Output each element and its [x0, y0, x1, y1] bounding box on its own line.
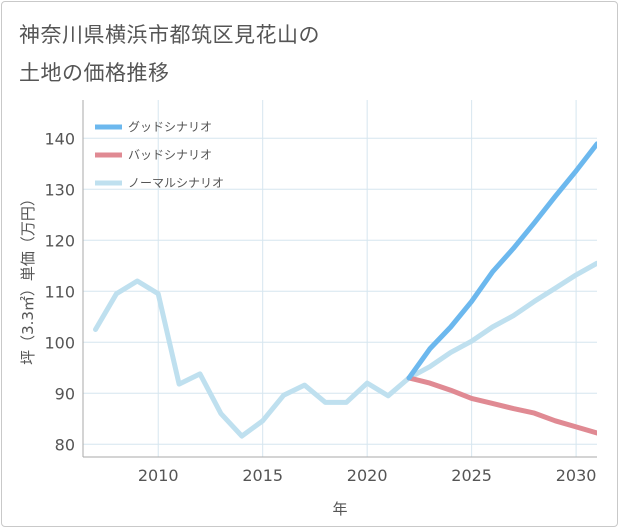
y-axis-title: 坪（3.3㎡）単価（万円）: [19, 191, 37, 365]
x-tick-labels: 2010 2015 2020 2025 2030: [138, 466, 597, 485]
legend-label-0: グッドシナリオ: [128, 120, 212, 134]
chart-title-line2: 土地の価格推移: [19, 61, 170, 85]
x-tick-label-2030: 2030: [556, 466, 597, 485]
axes: [82, 100, 597, 458]
plot-area-background: [83, 100, 597, 457]
y-tick-label-130: 130: [44, 180, 75, 199]
y-tick-label-120: 120: [44, 231, 75, 250]
y-tick-label-110: 110: [44, 282, 75, 301]
gridlines: [83, 100, 597, 457]
y-tick-label-80: 80: [55, 435, 75, 454]
series-line-0: [406, 141, 597, 381]
chart-title: 神奈川県横浜市都筑区見花山の 土地の価格推移: [19, 16, 320, 92]
y-tick-label-140: 140: [44, 129, 75, 148]
chart-title-line1: 神奈川県横浜市都筑区見花山の: [19, 23, 320, 47]
legend-label-2: ノーマルシナリオ: [128, 176, 224, 190]
series-lines: [93, 141, 597, 439]
y-tick-label-90: 90: [55, 384, 75, 403]
y-tick-label-100: 100: [44, 333, 75, 352]
series-line-1: [406, 375, 597, 436]
x-tick-label-2025: 2025: [451, 466, 492, 485]
legend-label-1: バッドシナリオ: [128, 148, 212, 162]
x-tick-label-2010: 2010: [138, 466, 179, 485]
x-tick-label-2020: 2020: [347, 466, 388, 485]
y-tick-labels: 80 90 100 110 120 130 140: [44, 129, 75, 454]
x-axis-title: 年: [332, 500, 347, 518]
series-line-2: [93, 260, 597, 439]
x-tick-label-2015: 2015: [242, 466, 283, 485]
